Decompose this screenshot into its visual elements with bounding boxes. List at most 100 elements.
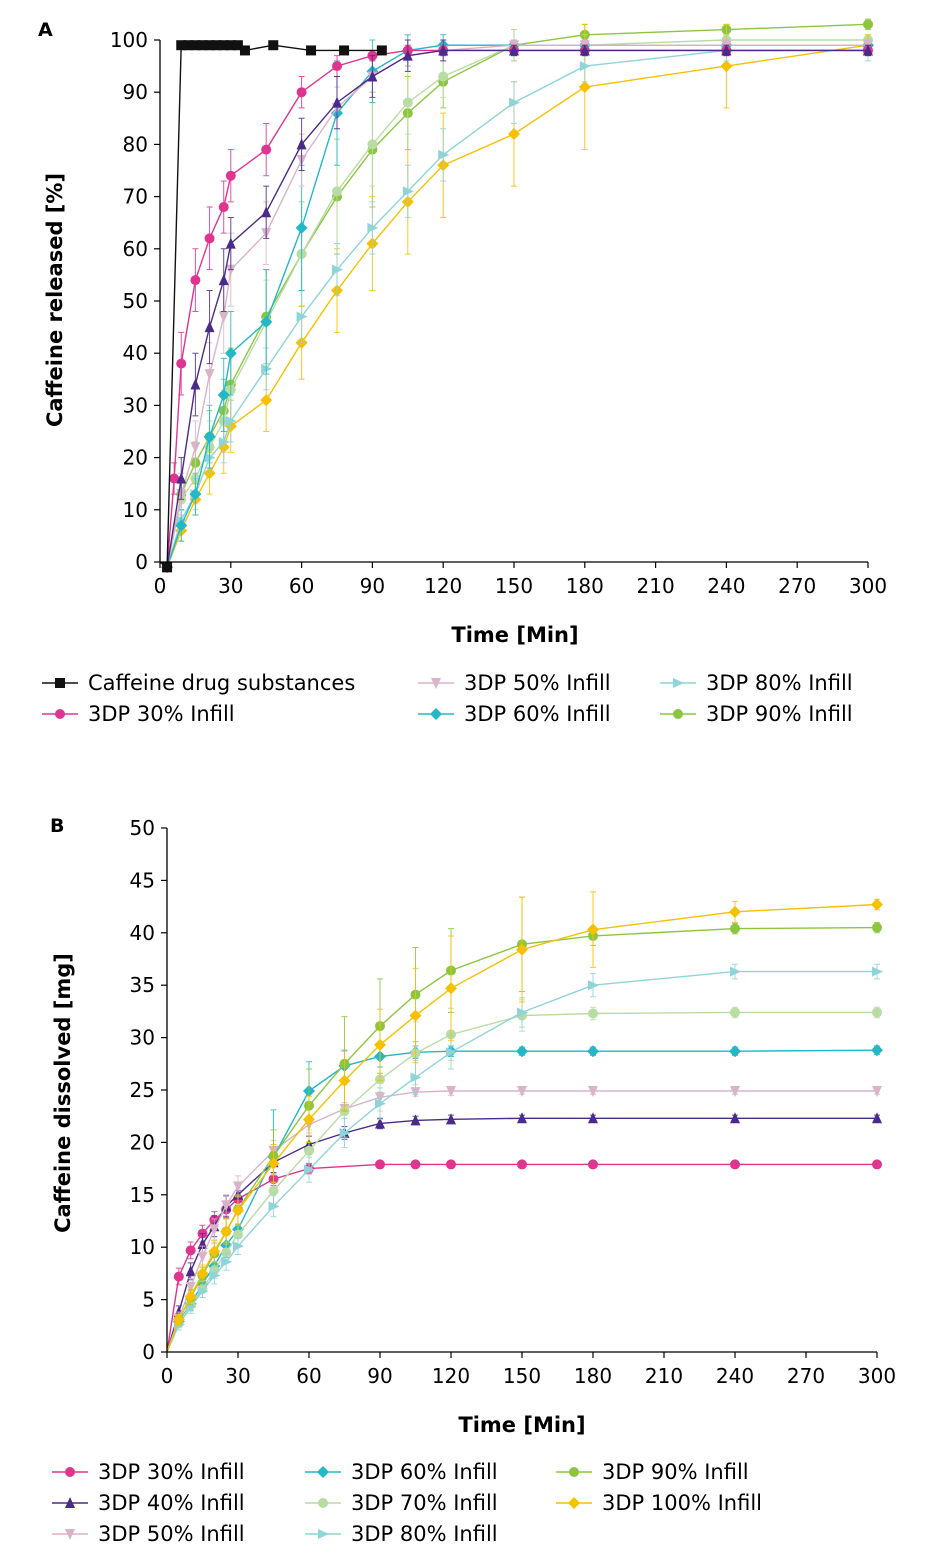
data-point <box>367 222 379 233</box>
data-point <box>409 1009 422 1022</box>
x-axis-label-b: Time [Min] <box>458 1413 585 1437</box>
chart-b: B 0 5 10 15 20 25 30 35 40 45 50 0 30 60 90 120 150 180 21… <box>50 815 896 1437</box>
data-point <box>367 70 378 82</box>
data-point <box>176 358 187 369</box>
data-point <box>183 40 194 51</box>
series-line <box>159 44 382 569</box>
y-tick-label-a: 60 <box>123 237 148 261</box>
data-point <box>209 1270 221 1281</box>
legend-marker <box>55 678 65 688</box>
y-tick-label-a: 50 <box>123 289 148 313</box>
y-tick-label-b: 5 <box>142 1288 155 1312</box>
legend-label-i40: 3DP 40% Infill <box>98 1491 245 1515</box>
data-point <box>185 1245 196 1256</box>
data-point <box>176 472 187 484</box>
y-tick-label-b: 50 <box>130 816 155 840</box>
x-tick-label-b: 240 <box>716 1364 754 1388</box>
legend-marker <box>569 1467 579 1477</box>
x-tick-label-a: 240 <box>707 574 745 598</box>
legend-label-i60: 3DP 60% Infill <box>351 1460 498 1484</box>
data-point <box>720 60 733 73</box>
data-point <box>169 473 180 484</box>
data-point <box>204 369 215 381</box>
legend-label-i60: 3DP 60% Infill <box>464 702 611 726</box>
data-point <box>339 45 350 56</box>
data-point <box>260 394 273 407</box>
data-point <box>260 315 273 328</box>
data-point <box>509 44 519 56</box>
legend-label-i30: 3DP 30% Infill <box>98 1460 245 1484</box>
legend-label-i100: 3DP 100% Infill <box>602 1491 762 1515</box>
data-point <box>402 186 414 197</box>
x-tick-label-b: 30 <box>225 1364 250 1388</box>
data-point <box>729 1045 741 1058</box>
y-tick-label-a: 100 <box>110 28 148 52</box>
data-point <box>332 96 342 108</box>
data-point <box>209 1224 220 1236</box>
data-point <box>295 221 308 234</box>
data-point <box>267 1157 280 1170</box>
legend-item-i60: 3DP 60% Infill <box>305 1460 498 1484</box>
y-tick-label-a: 20 <box>123 446 148 470</box>
data-point <box>410 1072 422 1083</box>
data-point <box>508 127 520 140</box>
data-point <box>332 61 342 72</box>
data-point <box>268 1201 280 1212</box>
data-point <box>730 1086 740 1098</box>
data-point <box>579 61 591 72</box>
data-point <box>306 45 317 56</box>
x-tick-label-a: 120 <box>424 574 462 598</box>
data-point <box>588 1008 598 1019</box>
data-point <box>863 19 873 30</box>
x-tick-label-b: 0 <box>161 1364 174 1388</box>
series-i100-b <box>166 891 883 1353</box>
data-point <box>175 519 188 532</box>
data-point <box>224 347 237 360</box>
legend-label-caffeine: Caffeine drug substances <box>88 671 355 695</box>
y-tick-label-b: 35 <box>130 973 155 997</box>
x-tick-label-b: 120 <box>432 1364 470 1388</box>
data-point <box>872 1007 882 1018</box>
data-point <box>729 905 741 918</box>
data-point <box>517 1159 527 1170</box>
series-i60-a <box>159 34 874 574</box>
x-tick-label-a: 270 <box>778 574 816 598</box>
data-point <box>730 923 740 934</box>
data-point <box>190 442 201 454</box>
series-i50-b <box>166 1086 882 1353</box>
data-point <box>587 1045 599 1058</box>
data-point <box>296 311 308 322</box>
data-point <box>225 40 236 51</box>
legend-marker <box>673 709 683 719</box>
y-tick-label-b: 45 <box>130 868 155 892</box>
legend-label-i80: 3DP 80% Infill <box>706 671 853 695</box>
x-tick-label-b: 180 <box>574 1364 612 1388</box>
data-point <box>203 430 216 443</box>
data-point <box>233 1241 244 1252</box>
series-i90-b <box>166 896 882 1353</box>
data-point <box>268 1185 279 1196</box>
data-point <box>446 1086 456 1098</box>
data-point <box>217 388 230 401</box>
data-point <box>410 1114 421 1126</box>
legend-label-i90: 3DP 90% Infill <box>706 702 853 726</box>
data-point <box>185 1282 196 1294</box>
legend-marker <box>55 709 65 719</box>
x-tick-label-b: 60 <box>296 1364 321 1388</box>
data-point <box>296 138 307 150</box>
data-point <box>516 1045 528 1058</box>
legend-marker <box>673 678 684 688</box>
data-point <box>162 562 173 573</box>
series-caffeine-a <box>159 40 387 573</box>
data-point <box>185 1265 196 1277</box>
y-tick-label-b: 25 <box>130 1078 155 1102</box>
data-point <box>261 206 272 218</box>
data-point <box>220 1225 233 1238</box>
panel-b-label: B <box>50 815 64 837</box>
legend-item-i60: 3DP 60% Infill <box>418 702 611 726</box>
x-tick-label-b: 270 <box>787 1364 825 1388</box>
series-i100-a <box>159 23 874 574</box>
data-point <box>588 980 599 991</box>
data-point <box>218 436 230 447</box>
